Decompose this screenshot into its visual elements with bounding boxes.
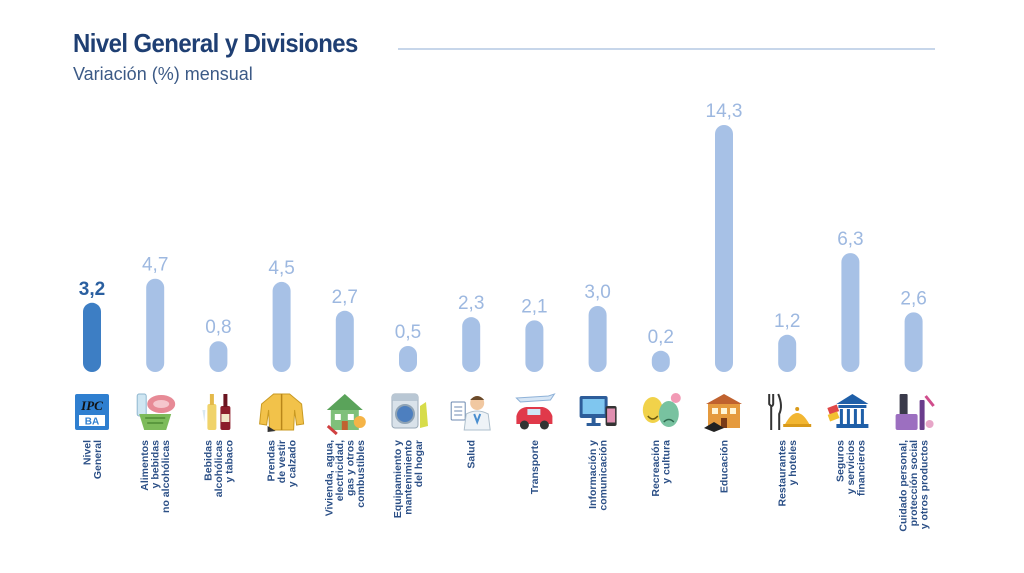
category-label-line: alcohólicas	[213, 440, 225, 497]
category-label-line: Educación	[719, 440, 731, 493]
category-label-line: y otros productos	[919, 440, 931, 529]
bar-13	[904, 312, 923, 372]
title-divider	[398, 48, 935, 50]
theater-masks-icon	[642, 393, 681, 427]
category-label-line: y cultura	[661, 440, 673, 484]
chart-subtitle: Variación (%) mensual	[73, 64, 253, 84]
value-label-1: 4,7	[142, 255, 168, 276]
washing-machine-icon	[391, 393, 428, 429]
bar-8	[588, 305, 607, 372]
chart-title: Nivel General y Divisiones	[73, 28, 358, 58]
value-labels-layer: 3,2 4,7 0,8 4,5 2,7 0,5 2,3 2,1 3,0 0,2 14,3 1,2 6,3…	[79, 101, 927, 348]
wine-bottles-icon	[202, 394, 231, 430]
category-label-line: de vestir	[276, 440, 288, 483]
personal-care-products-icon	[895, 394, 935, 430]
icons-layer: IPC BA	[75, 393, 935, 436]
house-icon	[326, 394, 366, 436]
category-label-line: Alimentos	[139, 440, 151, 491]
value-label-0: 3,2	[79, 279, 105, 300]
category-label-line: financieros	[855, 440, 867, 496]
category-label-line: y servicios	[845, 440, 857, 494]
value-label-10: 14,3	[706, 101, 743, 122]
bar-1	[146, 278, 165, 372]
food-basket-icon	[136, 393, 176, 430]
category-label-line: y tabaco	[223, 440, 235, 483]
doctor-icon	[450, 396, 491, 431]
value-label-4: 2,7	[332, 287, 358, 308]
bar-0	[83, 302, 101, 372]
category-label-line: y bebidas	[150, 440, 162, 489]
category-label-line: gas y otros	[345, 440, 357, 496]
bar-3	[272, 281, 291, 372]
category-label-line: mantenimiento	[403, 440, 415, 515]
category-label-line: del hogar	[413, 440, 425, 487]
category-label-line: General	[92, 440, 104, 479]
category-label-line: protección social	[908, 440, 920, 526]
school-building-icon	[704, 394, 742, 432]
category-label-line: Recreación	[650, 440, 662, 497]
category-label-line: Bebidas	[202, 440, 214, 481]
bars-layer	[83, 125, 923, 372]
category-label-line: Salud	[466, 440, 478, 469]
svg-text:IPC: IPC	[80, 398, 103, 413]
bank-icon	[827, 394, 869, 428]
category-label-line: electricidad,	[334, 440, 346, 501]
category-label-line: Prendas	[266, 440, 278, 482]
category-label-6: Salud	[466, 440, 478, 469]
bar-12	[841, 253, 860, 372]
bar-9	[651, 350, 670, 372]
category-label-line: Cuidado personal,	[898, 440, 910, 532]
category-label-line: Información y	[587, 440, 599, 509]
transport-icon	[515, 393, 556, 430]
computer-phone-icon	[579, 396, 617, 426]
category-label-line: Equipamiento y	[392, 440, 404, 518]
ipc-ba-logo-icon: IPC BA	[75, 394, 109, 430]
value-label-3: 4,5	[268, 258, 294, 279]
bar-5	[399, 345, 417, 372]
jacket-icon	[259, 393, 305, 432]
category-label-line: Nivel	[81, 440, 93, 465]
value-label-9: 0,2	[648, 327, 674, 348]
cutlery-dish-icon	[768, 393, 812, 430]
bar-10	[715, 125, 733, 372]
svg-text:BA: BA	[85, 417, 99, 428]
category-label-line: combustibles	[355, 440, 367, 508]
category-label-line: y calzado	[287, 440, 299, 487]
category-label-line: y hoteles	[787, 440, 799, 486]
value-label-8: 3,0	[584, 282, 610, 303]
bar-7	[525, 320, 544, 372]
bar-4	[335, 310, 354, 372]
bar-2	[209, 341, 228, 372]
category-label-10: Educación	[719, 440, 731, 493]
category-label-line: Transporte	[529, 440, 541, 494]
category-label-4: Vivienda, agua,electricidad,gas y otrosc…	[324, 440, 368, 516]
value-label-7: 2,1	[521, 296, 547, 317]
category-label-line: Restaurantes	[776, 440, 788, 507]
category-label-line: Seguros	[834, 440, 846, 482]
value-label-11: 1,2	[774, 311, 800, 332]
value-label-5: 0,5	[395, 322, 421, 343]
value-label-6: 2,3	[458, 293, 484, 314]
category-label-line: no alcohólicas	[160, 440, 172, 513]
category-label-7: Transporte	[529, 440, 541, 494]
category-label-line: comunicación	[597, 440, 609, 511]
bar-6	[462, 317, 481, 372]
value-label-13: 2,6	[900, 288, 926, 309]
value-label-12: 6,3	[837, 229, 863, 250]
value-label-2: 0,8	[205, 317, 231, 338]
category-label-line: Vivienda, agua,	[324, 440, 336, 516]
bar-11	[778, 334, 797, 372]
